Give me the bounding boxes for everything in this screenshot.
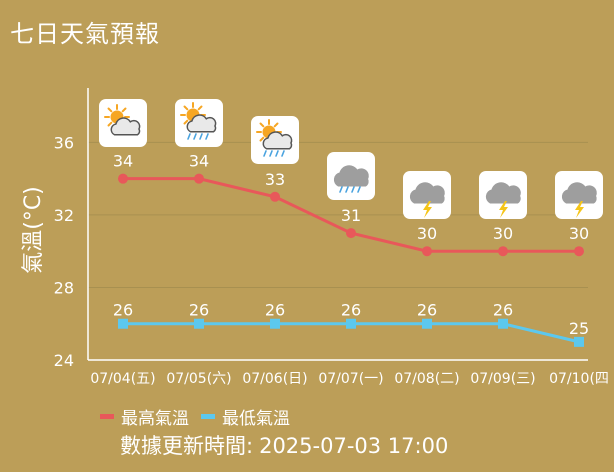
data-point-high [422,246,432,257]
rain-drop [193,133,197,140]
rain-drop [205,133,209,140]
sun-cloud-icon [99,99,147,147]
data-label-high: 30 [569,224,589,243]
cloud-shape [409,182,445,204]
x-tick-label: 07/06(日) [242,371,307,387]
data-point-high [574,246,584,257]
update-time-label: 數據更新時間: [120,434,254,458]
data-label-low: 26 [189,301,209,320]
data-label-high: 30 [493,224,513,243]
legend-label-high: 最高氣溫 [121,409,189,429]
data-point-low [346,318,356,329]
sun-ray [273,122,279,128]
page-title: 七日天氣預報 [10,20,160,48]
data-point-high [194,173,204,184]
legend-item-high[interactable]: 最高氣溫 [100,404,189,429]
sun-ray [259,136,265,142]
legend-swatch-high [100,414,114,419]
temperature-chart: 24 28 32 36 氣溫(°C) 07/04(五) 07/05(六) 07/06(日) 07… [21,88,609,387]
data-point-low [574,336,584,347]
rain-drop [351,186,355,193]
cloud-rain-icon [327,152,375,200]
data-label-high: 34 [113,152,133,171]
legend: 最高氣溫 最低氣溫 [100,404,302,429]
data-label-high: 30 [417,224,437,243]
data-point-high [118,173,128,184]
data-label-high: 31 [341,206,361,225]
x-tick-label: 07/09(三) [470,371,535,387]
cloud-shape [561,182,597,204]
rain-drop [269,150,273,157]
data-point-low [422,318,432,329]
update-time-value: 2025-07-03 17:00 [259,434,449,458]
legend-item-low[interactable]: 最低氣溫 [201,404,290,429]
x-tick-label: 07/05(六) [166,371,231,387]
sun-ray [183,105,189,111]
x-tick-label: 07/07(一) [318,371,383,387]
sun-cloud-rain-icon [175,99,223,147]
cloud-thunder-icon [403,171,451,219]
rain-drop [357,186,361,193]
rain-drop [339,186,343,193]
data-label-high: 33 [265,170,285,189]
rain-drop [345,186,349,193]
data-point-low [194,318,204,329]
y-tick-label: 24 [54,351,74,370]
data-point-low [498,318,508,329]
cloud-shape [186,114,217,133]
rain-drop [281,150,285,157]
sun-ray [107,121,113,127]
data-point-low [270,318,280,329]
legend-swatch-low [201,414,215,419]
data-label-high: 34 [189,152,209,171]
data-point-high [270,191,280,202]
y-axis-label: 氣溫(°C) [21,186,46,274]
data-label-low: 26 [113,301,133,320]
sun-ray [197,105,203,111]
data-label-low: 26 [493,301,513,320]
x-tick-label: 07/08(二) [394,371,459,387]
y-tick-label: 36 [54,133,74,152]
lightning-bolt [575,201,584,218]
rain-drop [187,133,191,140]
data-point-high [346,228,356,239]
sun-ray [121,107,127,113]
cloud-shape [333,165,369,187]
legend-label-low: 最低氣溫 [222,409,290,429]
rain-drop [199,133,203,140]
data-label-low: 26 [265,301,285,320]
data-point-high [498,246,508,257]
data-point-low [118,318,128,329]
update-time: 數據更新時間: 2025-07-03 17:00 [120,430,454,460]
sun-ray [259,122,265,128]
data-label-low: 26 [417,301,437,320]
x-tick-label: 07/10(四 [549,371,609,387]
y-tick-label: 28 [54,278,74,297]
cloud-shape [485,182,521,204]
y-tick-label: 32 [54,206,74,225]
sun-ray [183,119,189,125]
x-tick-label: 07/04(五) [90,371,155,387]
cloud-shape [262,131,293,150]
cloud-thunder-icon [479,171,527,219]
lightning-bolt [499,201,508,218]
cloud-shape [110,117,141,136]
data-label-low: 26 [341,301,361,320]
rain-drop [263,150,267,157]
rain-drop [275,150,279,157]
lightning-bolt [423,201,432,218]
cloud-thunder-icon [555,171,603,219]
sun-cloud-rain-icon [251,116,299,164]
data-label-low: 25 [569,319,589,338]
sun-ray [107,107,113,113]
